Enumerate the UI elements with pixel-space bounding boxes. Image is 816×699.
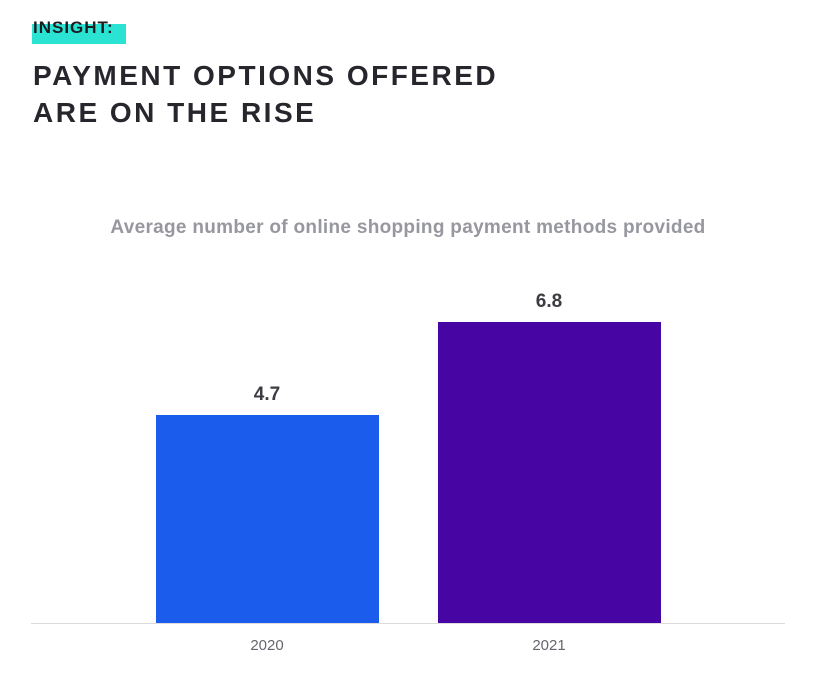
page-title: PAYMENT OPTIONS OFFERED ARE ON THE RISE bbox=[33, 57, 816, 131]
title-line-1: PAYMENT OPTIONS OFFERED bbox=[33, 60, 499, 91]
plot-area: 4.7 6.8 bbox=[0, 239, 816, 623]
header: INSIGHT: PAYMENT OPTIONS OFFERED ARE ON … bbox=[0, 0, 816, 131]
bar-2021 bbox=[437, 322, 661, 623]
insight-highlight bbox=[32, 24, 126, 44]
insight-tag-label: INSIGHT: bbox=[33, 18, 114, 37]
bar-group-2021: 6.8 bbox=[437, 291, 661, 623]
bar-group-2020: 4.7 bbox=[155, 384, 379, 623]
bar-2020 bbox=[155, 415, 379, 623]
insight-tag: INSIGHT: bbox=[32, 18, 126, 44]
title-line-2: ARE ON THE RISE bbox=[33, 97, 317, 128]
x-axis-line bbox=[31, 623, 785, 624]
value-label-2020: 4.7 bbox=[253, 384, 281, 405]
x-axis-labels: 2020 2021 bbox=[0, 637, 816, 654]
value-label-2021: 6.8 bbox=[535, 291, 563, 312]
x-tick-2021: 2021 bbox=[532, 637, 566, 654]
x-tick-2020: 2020 bbox=[250, 637, 284, 654]
bar-chart: Average number of online shopping paymen… bbox=[0, 217, 816, 654]
chart-title: Average number of online shopping paymen… bbox=[110, 217, 706, 238]
